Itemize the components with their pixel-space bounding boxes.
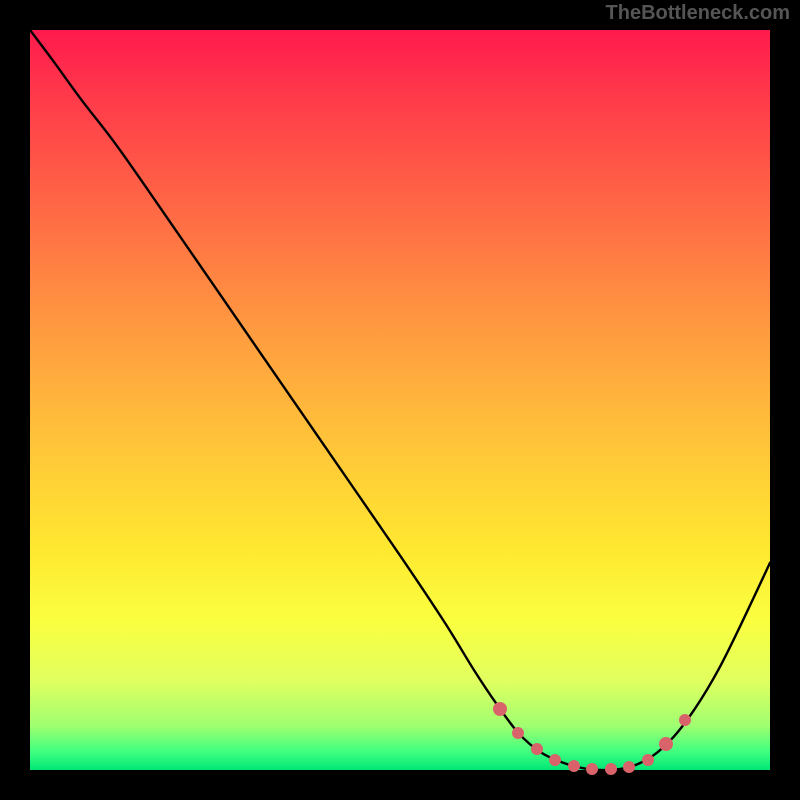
data-marker	[549, 754, 561, 766]
data-marker	[512, 727, 524, 739]
curve-path	[30, 30, 770, 770]
data-marker	[605, 763, 617, 775]
data-marker	[679, 714, 691, 726]
watermark-text: TheBottleneck.com	[606, 2, 790, 25]
data-marker	[568, 760, 580, 772]
data-marker	[531, 743, 543, 755]
plot-area	[30, 30, 770, 770]
bottleneck-curve	[30, 30, 770, 770]
data-marker	[623, 761, 635, 773]
data-marker	[642, 754, 654, 766]
chart-frame: TheBottleneck.com	[0, 0, 800, 800]
data-marker	[659, 737, 673, 751]
data-marker	[586, 763, 598, 775]
data-marker	[493, 702, 507, 716]
